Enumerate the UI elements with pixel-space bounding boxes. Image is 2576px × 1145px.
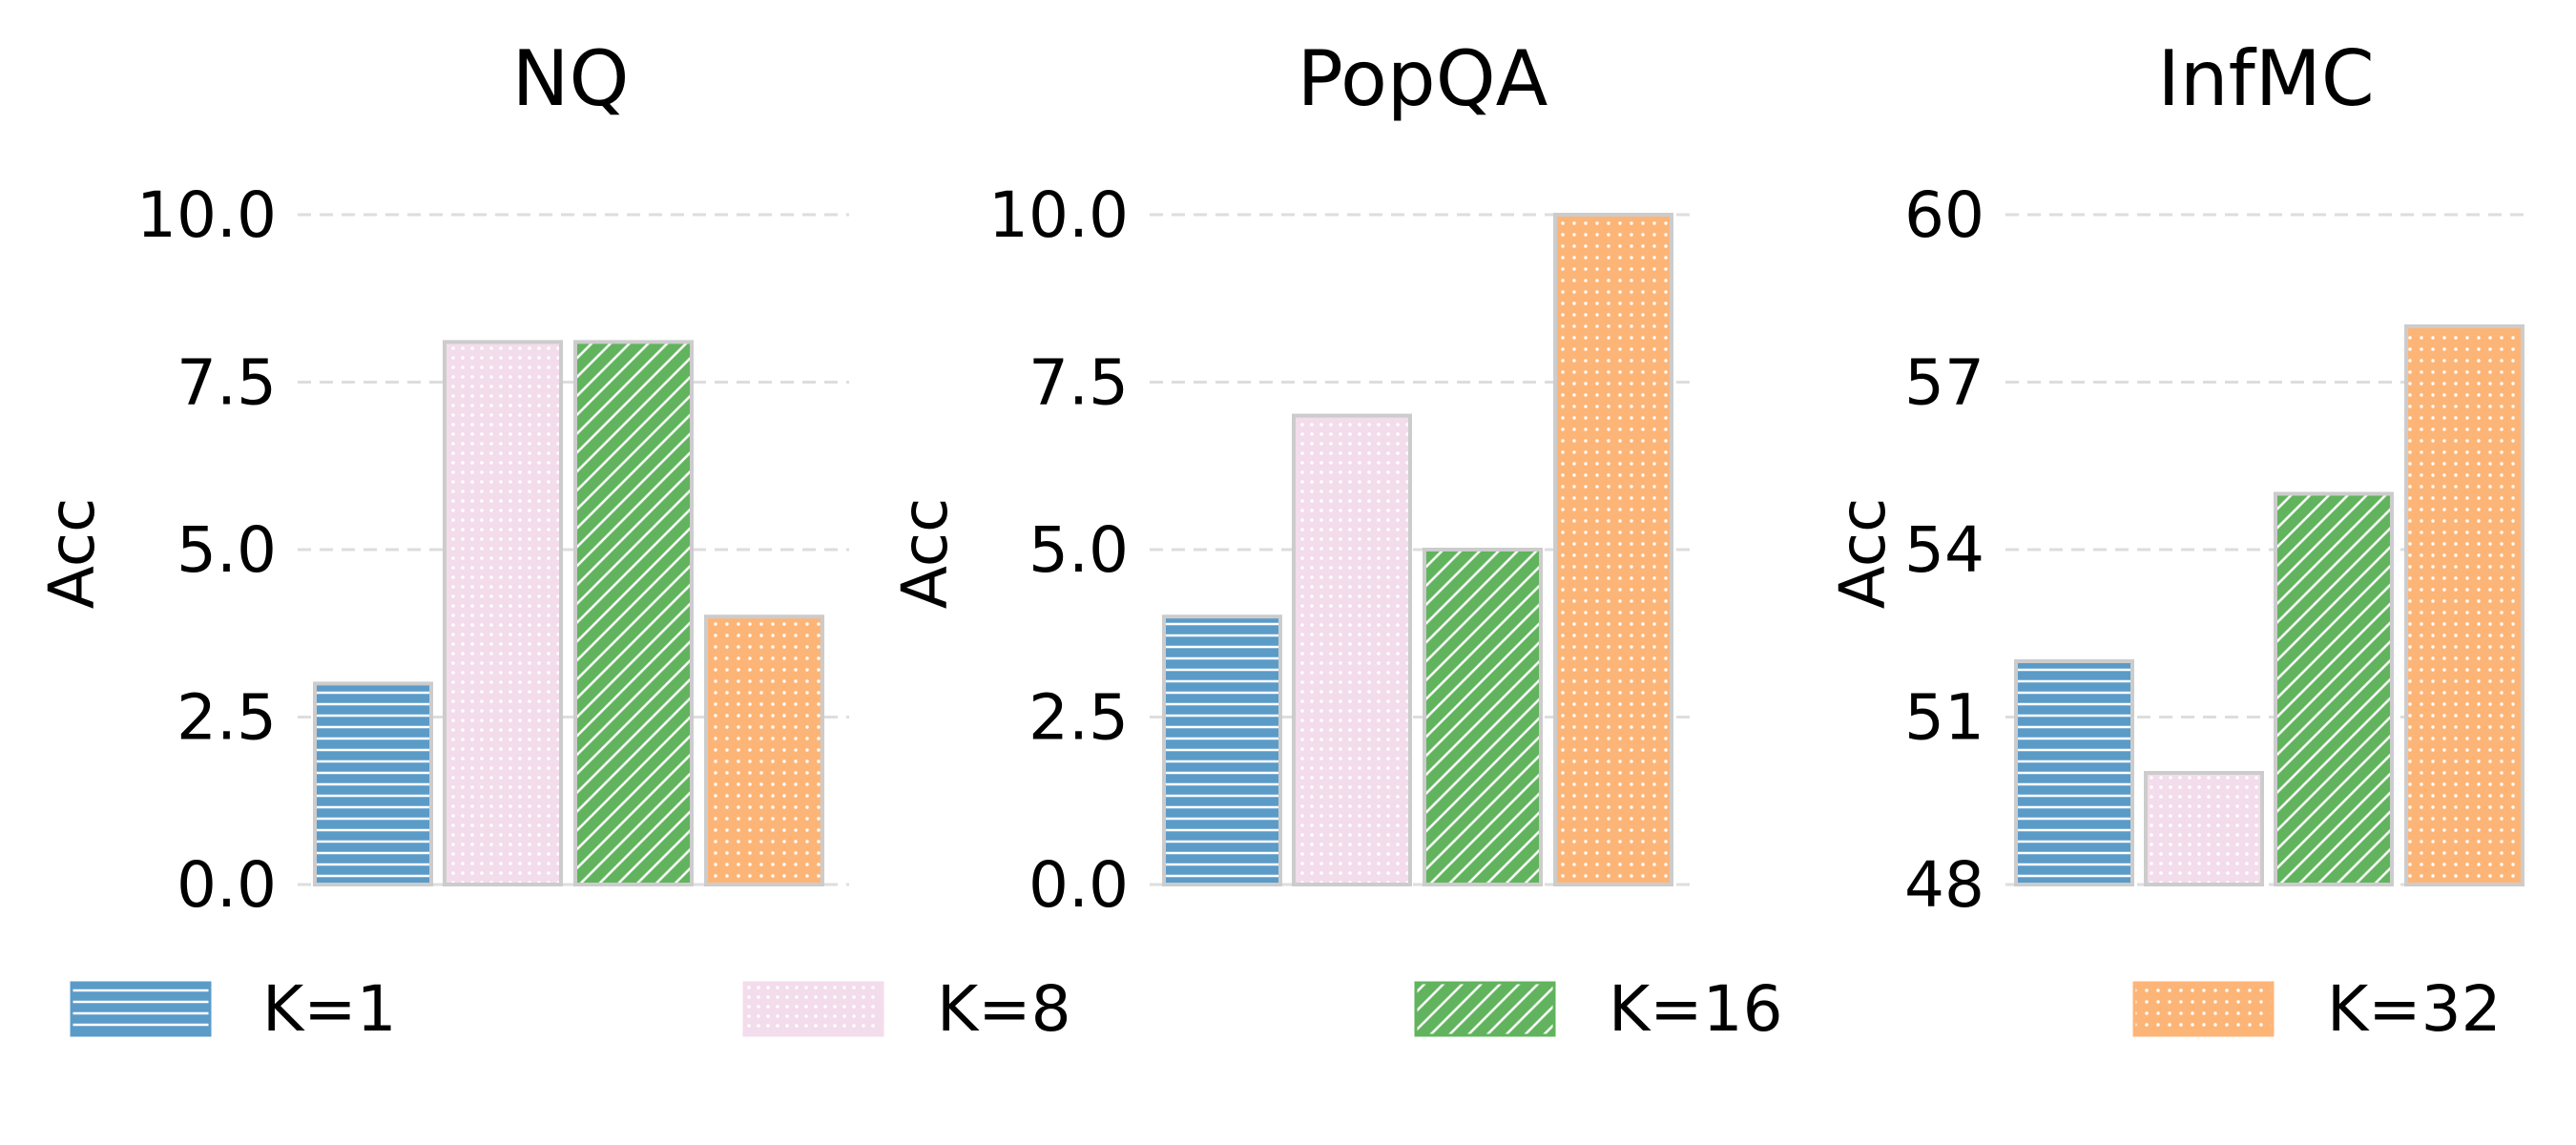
bar-k8 xyxy=(443,340,563,886)
legend: K=1 K=8 K=16 K=32 xyxy=(70,972,2502,1046)
y-ticks-infmc: 48 51 54 57 60 xyxy=(1904,178,1984,922)
bar-k8 xyxy=(1292,413,1412,886)
bar-k32 xyxy=(2404,324,2524,886)
bar-k32 xyxy=(1553,213,1673,886)
legend-label-k16: K=16 xyxy=(1609,972,1783,1046)
legend-item-k8: K=8 xyxy=(742,972,1071,1046)
legend-swatch-k1 xyxy=(70,981,212,1037)
legend-label-k32: K=32 xyxy=(2327,972,2502,1046)
y-tick-label: 48 xyxy=(1904,848,1984,922)
legend-label-k8: K=8 xyxy=(937,972,1071,1046)
bar-k16 xyxy=(2274,491,2394,886)
y-ticks-nq: 0.0 2.5 5.0 7.5 10.0 xyxy=(136,178,277,922)
bar-k1 xyxy=(1162,614,1282,886)
panel-infmc: InfMC Acc 48 51 54 57 60 xyxy=(1826,34,2526,922)
legend-swatch-k8 xyxy=(742,981,884,1037)
bar-k1 xyxy=(2014,659,2134,886)
y-tick-label: 57 xyxy=(1904,346,1984,420)
legend-item-k1: K=1 xyxy=(70,972,397,1046)
y-tick-label: 7.5 xyxy=(1028,346,1129,420)
panel-popqa: PopQA Acc 0.0 2.5 5.0 7.5 10.0 xyxy=(888,34,1695,922)
bar-k8 xyxy=(2144,771,2264,886)
y-tick-label: 0.0 xyxy=(1028,848,1129,922)
y-tick-label: 54 xyxy=(1904,513,1984,587)
y-axis-label-popqa: Acc xyxy=(888,498,962,610)
legend-swatch-k16 xyxy=(1414,981,1556,1037)
bars-nq xyxy=(313,340,824,887)
y-tick-label: 10.0 xyxy=(988,178,1129,252)
y-tick-label: 51 xyxy=(1904,681,1984,755)
bar-k32 xyxy=(704,614,824,886)
bar-k16 xyxy=(573,340,694,886)
bar-k16 xyxy=(1423,548,1543,886)
panel-nq: NQ Acc 0.0 2.5 5.0 7.5 10.0 xyxy=(35,34,849,922)
panel-title-infmc: InfMC xyxy=(2157,34,2374,123)
legend-label-k1: K=1 xyxy=(262,972,397,1046)
legend-swatch-k32 xyxy=(2132,981,2275,1037)
bars-popqa xyxy=(1162,213,1673,886)
legend-item-k16: K=16 xyxy=(1414,972,1783,1046)
panel-title-nq: NQ xyxy=(512,34,630,123)
y-tick-label: 2.5 xyxy=(1028,681,1129,755)
y-tick-label: 60 xyxy=(1904,178,1984,252)
bars-infmc xyxy=(2014,324,2524,886)
y-axis-label-nq: Acc xyxy=(35,498,109,610)
legend-item-k32: K=32 xyxy=(2132,972,2502,1046)
y-tick-label: 2.5 xyxy=(177,681,277,755)
y-tick-label: 0.0 xyxy=(177,848,277,922)
y-tick-label: 7.5 xyxy=(177,346,277,420)
y-tick-label: 10.0 xyxy=(136,178,277,252)
y-axis-label-infmc: Acc xyxy=(1826,498,1900,610)
panel-title-popqa: PopQA xyxy=(1298,34,1548,123)
bar-k1 xyxy=(313,681,433,887)
y-tick-label: 5.0 xyxy=(177,513,277,587)
y-ticks-popqa: 0.0 2.5 5.0 7.5 10.0 xyxy=(988,178,1129,922)
y-tick-label: 5.0 xyxy=(1028,513,1129,587)
